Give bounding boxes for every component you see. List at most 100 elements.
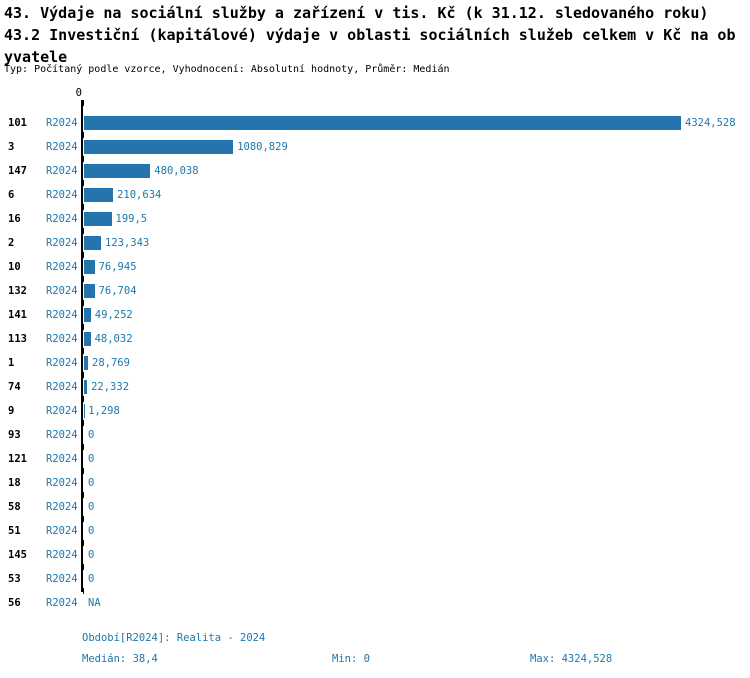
- row-id-label: 121: [8, 453, 27, 465]
- row-period-label: R2024: [46, 117, 78, 129]
- bar-row: 3 R2024 1080,829: [0, 135, 750, 162]
- axis-tick: [83, 588, 84, 594]
- axis-tick: [83, 276, 84, 282]
- bar-track: 49,252: [84, 303, 750, 327]
- bar-value-label: 76,704: [98, 285, 137, 297]
- row-id-label: 113: [8, 333, 27, 345]
- bar-track: 22,332: [84, 375, 750, 399]
- axis-tick: [83, 492, 84, 498]
- axis-tick: [83, 348, 84, 354]
- axis-tick: [83, 516, 84, 522]
- bar-row: 145 R2024 0: [0, 543, 750, 570]
- axis-tick: [83, 180, 84, 186]
- row-period-label: R2024: [46, 309, 78, 321]
- row-id-label: 9: [8, 405, 15, 417]
- bar[interactable]: [84, 188, 114, 202]
- bar-value-label: 0: [88, 429, 95, 441]
- axis-tick: [83, 252, 84, 258]
- bar-value-label: 4324,528: [685, 117, 736, 129]
- bar-track: 0: [84, 519, 750, 543]
- bar-track: 1,298: [84, 399, 750, 423]
- bar-value-label: 22,332: [91, 381, 130, 393]
- bar-track: NA: [84, 591, 750, 615]
- row-period-label: R2024: [46, 333, 78, 345]
- bar-track: 480,038: [84, 159, 750, 183]
- bar[interactable]: [84, 356, 88, 370]
- bar[interactable]: [84, 308, 91, 322]
- bar-row: 132 R2024 76,704: [0, 279, 750, 306]
- bar-track: 76,704: [84, 279, 750, 303]
- row-id-label: 93: [8, 429, 21, 441]
- row-period-label: R2024: [46, 477, 78, 489]
- bar-row: 9 R2024 1,298: [0, 399, 750, 426]
- bar-row: 53 R2024 0: [0, 567, 750, 594]
- bar-row: 56 R2024 NA: [0, 591, 750, 615]
- bar-value-label: NA: [88, 597, 101, 609]
- bar-value-label: 199,5: [115, 213, 148, 225]
- bar[interactable]: [84, 380, 88, 394]
- bar-value-label: 0: [88, 477, 95, 489]
- row-id-label: 58: [8, 501, 21, 513]
- bar-row: 74 R2024 22,332: [0, 375, 750, 402]
- bar-row: 93 R2024 0: [0, 423, 750, 450]
- row-id-label: 132: [8, 285, 27, 297]
- bar-value-label: 210,634: [117, 189, 162, 201]
- y-axis-line: [81, 100, 83, 592]
- bar-value-label: 123,343: [105, 237, 150, 249]
- bar-value-label: 0: [88, 549, 95, 561]
- bar-value-label: 28,769: [92, 357, 130, 369]
- row-id-label: 2: [8, 237, 15, 249]
- bar-row: 16 R2024 199,5: [0, 207, 750, 234]
- bar-track: 123,343: [84, 231, 750, 255]
- bar-row: 51 R2024 0: [0, 519, 750, 546]
- row-id-label: 10: [8, 261, 21, 273]
- bar[interactable]: [84, 164, 151, 178]
- row-period-label: R2024: [46, 357, 78, 369]
- row-id-label: 51: [8, 525, 21, 537]
- bar-value-label: 0: [88, 453, 95, 465]
- bar-track: 1080,829: [84, 135, 750, 159]
- row-period-label: R2024: [46, 429, 78, 441]
- bar-track: 199,5: [84, 207, 750, 231]
- row-id-label: 3: [8, 141, 15, 153]
- bar[interactable]: [84, 332, 91, 346]
- axis-zero-label: 0: [75, 87, 82, 99]
- row-id-label: 18: [8, 477, 21, 489]
- axis-tick: [83, 396, 84, 402]
- bar[interactable]: [84, 116, 681, 130]
- axis-tick: [83, 204, 84, 210]
- row-period-label: R2024: [46, 285, 78, 297]
- row-period-label: R2024: [46, 549, 78, 561]
- bar-track: 0: [84, 567, 750, 591]
- chart-subtitle: Typ: Počítaný podle vzorce, Vyhodnocení:…: [4, 64, 450, 75]
- row-id-label: 141: [8, 309, 27, 321]
- axis-tick: [83, 540, 84, 546]
- row-id-label: 147: [8, 165, 27, 177]
- bar-row: 101 R2024 4324,528: [0, 111, 750, 138]
- row-id-label: 101: [8, 117, 27, 129]
- bar-track: 0: [84, 495, 750, 519]
- bar-value-label: 1,298: [88, 405, 120, 417]
- bar[interactable]: [84, 140, 234, 154]
- bar-track: 0: [84, 447, 750, 471]
- axis-tick: [83, 228, 84, 234]
- bar-value-label: 1080,829: [237, 141, 288, 153]
- axis-tick: [83, 372, 84, 378]
- bar-row: 1 R2024 28,769: [0, 351, 750, 378]
- row-period-label: R2024: [46, 237, 78, 249]
- axis-tick: [83, 132, 84, 138]
- axis-tick: [83, 420, 84, 426]
- chart-title: 43. Výdaje na sociální služby a zařízení…: [4, 2, 738, 68]
- bar[interactable]: [84, 260, 95, 274]
- bar-value-label: 0: [88, 501, 95, 513]
- row-id-label: 145: [8, 549, 27, 561]
- row-id-label: 74: [8, 381, 21, 393]
- bar[interactable]: [84, 236, 101, 250]
- bar[interactable]: [84, 284, 95, 298]
- bar-value-label: 49,252: [94, 309, 133, 321]
- row-period-label: R2024: [46, 213, 78, 225]
- bar[interactable]: [84, 212, 112, 226]
- axis-tick: [83, 468, 84, 474]
- bar-row: 10 R2024 76,945: [0, 255, 750, 282]
- axis-tick: [83, 564, 84, 570]
